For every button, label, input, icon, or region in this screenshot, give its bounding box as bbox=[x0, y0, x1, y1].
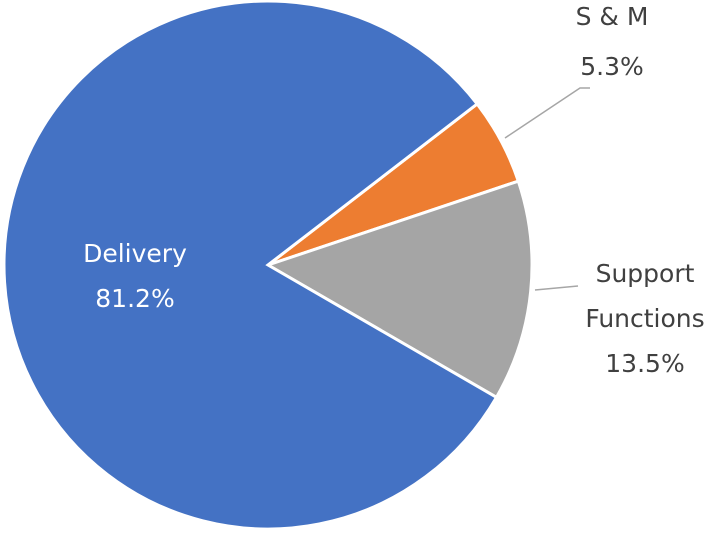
value-label: 13.5% bbox=[605, 349, 684, 378]
value-label: 81.2% bbox=[95, 284, 174, 313]
value-label: 5.3% bbox=[580, 52, 644, 81]
pie-slice bbox=[264, 179, 534, 400]
leader-line bbox=[504, 87, 590, 139]
label-line: Functions bbox=[585, 304, 704, 333]
category-label: S & M bbox=[576, 2, 649, 31]
category-label: Support Functions bbox=[585, 259, 704, 333]
pie-slice bbox=[2, 0, 499, 531]
label-line: Support bbox=[596, 259, 695, 288]
category-label: Delivery bbox=[83, 239, 187, 268]
leader-line bbox=[534, 285, 579, 291]
